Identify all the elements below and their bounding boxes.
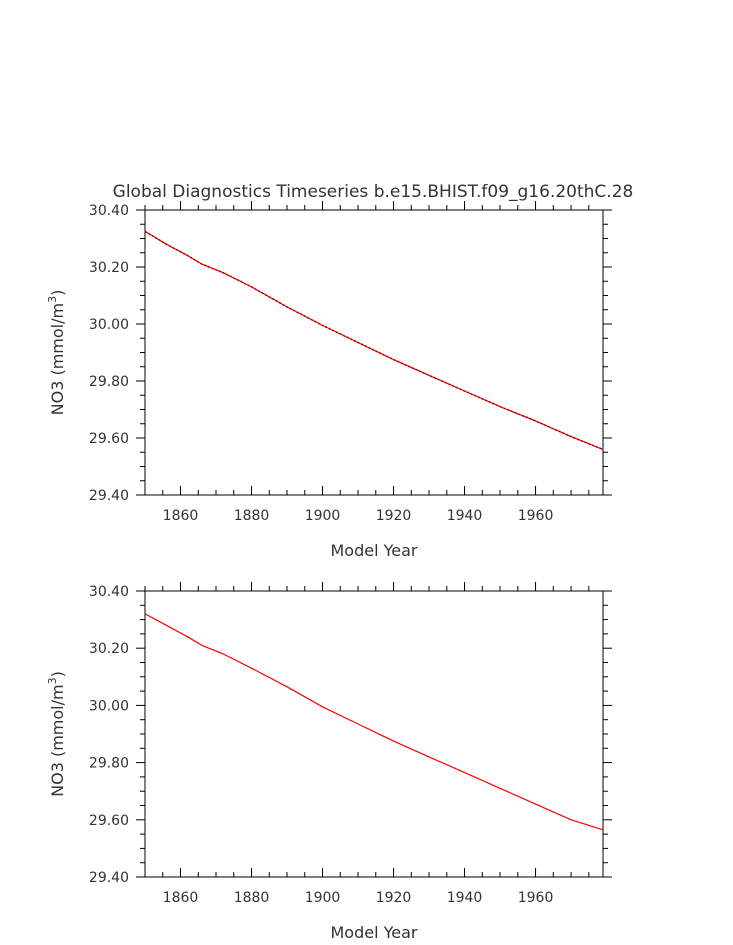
y-axis-label: NO3 (mmol/m3) [46,290,67,416]
x-tick-label: 1900 [305,508,341,524]
y-tick-label: 30.00 [89,698,129,714]
bottom-panel: 1860 1880 1900 1920 1940 1960 29.40 29.60 29.80 3… [46,582,612,942]
y-tick-label: 30.40 [89,203,129,219]
y-tick-label: 30.20 [89,260,129,276]
y-tick-label: 29.60 [89,813,129,829]
y-tick-label: 29.60 [89,431,129,447]
y-axis-label-main: NO3 (mmol/m [48,684,67,796]
chart-title: Global Diagnostics Timeseries b.e15.BHIS… [113,182,634,202]
x-axis-label: Model Year [331,541,418,560]
x-tick-label: 1880 [234,508,270,524]
y-tick-label: 29.80 [89,756,129,772]
x-tick-label: 1860 [163,890,199,906]
y-axis-label-main: NO3 (mmol/m [48,303,67,415]
y-axis-label-exponent: 3 [46,677,59,684]
y-tick-label: 30.40 [89,584,129,600]
y-axis-label: NO3 (mmol/m3) [46,671,67,797]
x-tick-label: 1960 [518,890,554,906]
series-line-red [144,230,604,450]
y-axis-label-close: ) [48,671,67,677]
x-tick-label: 1860 [163,508,199,524]
x-tick-label: 1880 [234,890,270,906]
y-tick-label: 29.40 [89,488,129,504]
y-tick-label: 30.00 [89,317,129,333]
y-tick-label: 29.40 [89,870,129,886]
x-tick-label: 1900 [305,890,341,906]
plot-frame [144,209,604,496]
y-tick-label: 30.20 [89,641,129,657]
y-tick-label: 29.80 [89,374,129,390]
y-axis-label-close: ) [48,290,67,296]
x-tick-label: 1940 [447,890,483,906]
x-tick-label: 1920 [376,890,412,906]
series-line-dark [144,230,604,451]
x-axis-label: Model Year [331,923,418,942]
plot-frame [144,590,604,878]
series-line [144,613,604,831]
x-tick-label: 1920 [376,508,412,524]
top-panel: 1860 1880 1900 1920 1940 1960 29.40 29.60 29.80 3… [46,201,612,560]
x-tick-label: 1940 [447,508,483,524]
x-tick-label: 1960 [518,508,554,524]
y-axis-label-exponent: 3 [46,296,59,303]
